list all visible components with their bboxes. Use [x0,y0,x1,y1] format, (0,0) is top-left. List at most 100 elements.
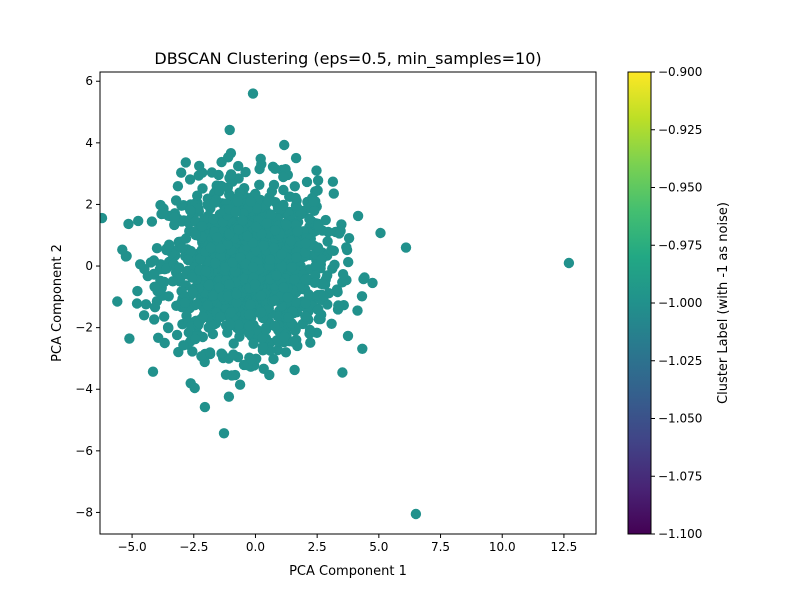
data-point [231,297,242,308]
colorbar-tick-label: −0.975 [658,238,702,252]
data-point [352,305,363,316]
data-point [123,218,134,230]
data-point [279,139,290,151]
data-point [352,210,364,222]
data-point [185,245,197,257]
data-point [135,259,146,270]
data-point [272,344,284,356]
colorbar-tick-label: −0.900 [658,65,702,79]
data-point [196,221,208,232]
data-point [327,176,339,187]
data-point [213,169,224,181]
data-point [279,331,290,343]
data-point [320,214,331,226]
data-point [303,289,314,300]
data-point [159,311,170,322]
data-point [194,160,205,172]
x-tick-label: 0.0 [246,540,265,554]
data-point [231,288,242,300]
colorbar-tick-label: −0.925 [658,123,702,137]
data-point [171,329,183,341]
data-point [208,213,219,225]
data-point [266,186,278,197]
data-point [210,257,221,269]
data-point [148,255,160,266]
data-point [179,297,191,308]
data-point [190,333,201,345]
data-point [312,242,324,253]
data-point [228,349,239,360]
data-point [276,249,287,260]
colorbar-tick-label: −1.075 [658,469,702,483]
data-point [375,227,386,239]
data-point [305,337,316,348]
data-point [205,242,216,254]
data-point [300,298,311,309]
data-point [367,277,378,289]
data-point-outlier [400,242,412,253]
data-point [304,213,315,225]
data-point [268,242,280,254]
data-point [189,382,200,394]
colorbar-tick-label: −1.100 [658,527,702,541]
data-point [149,281,160,292]
data-point [312,185,323,196]
y-axis-label: PCA Component 2 [50,244,65,362]
plot-area-frame [99,71,597,535]
data-point [311,262,322,273]
data-point [278,171,289,183]
data-point [286,262,297,273]
data-point [163,291,174,302]
data-point [312,304,324,316]
data-point [138,310,150,321]
data-point [190,229,201,241]
data-point [255,290,267,301]
data-point [332,286,343,298]
data-point [133,215,144,227]
data-point [271,270,282,281]
data-point [243,309,255,320]
data-point [342,330,354,342]
data-point [300,274,311,285]
data-point-outlier [247,88,259,99]
data-point [317,278,329,290]
data-point [151,243,163,254]
x-tick-label: −5.0 [118,540,147,554]
data-point [300,311,311,322]
data-point [147,366,159,377]
data-point [290,192,301,204]
data-point [248,338,259,349]
data-point [257,332,268,343]
data-point [337,269,349,280]
data-point [167,276,178,287]
data-point [202,300,213,311]
data-point [269,295,280,306]
data-point [146,216,158,227]
data-point [140,299,152,310]
y-tick-label: 0 [85,259,93,273]
colorbar [627,71,652,535]
data-point [228,338,239,349]
data-point [313,220,324,231]
data-point [245,196,257,207]
data-point [203,279,215,291]
data-point [191,298,203,310]
data-point [357,343,368,354]
data-point [251,203,262,214]
data-point [225,307,237,318]
data-point [243,320,255,332]
data-point [337,367,348,378]
data-point [245,299,256,310]
data-point [193,203,204,214]
x-tick-label: 5.0 [369,540,388,554]
colorbar-tick-label: −1.050 [658,412,702,426]
data-point [222,327,233,338]
data-point [240,166,251,178]
data-point [322,236,333,247]
data-point [132,285,143,297]
data-point [261,218,272,229]
y-axis-ticks: −8 −6 −4 −2 0 2 4 6 [75,74,100,519]
data-point [237,215,248,226]
data-point [163,239,175,250]
y-tick-label: −6 [75,444,93,458]
